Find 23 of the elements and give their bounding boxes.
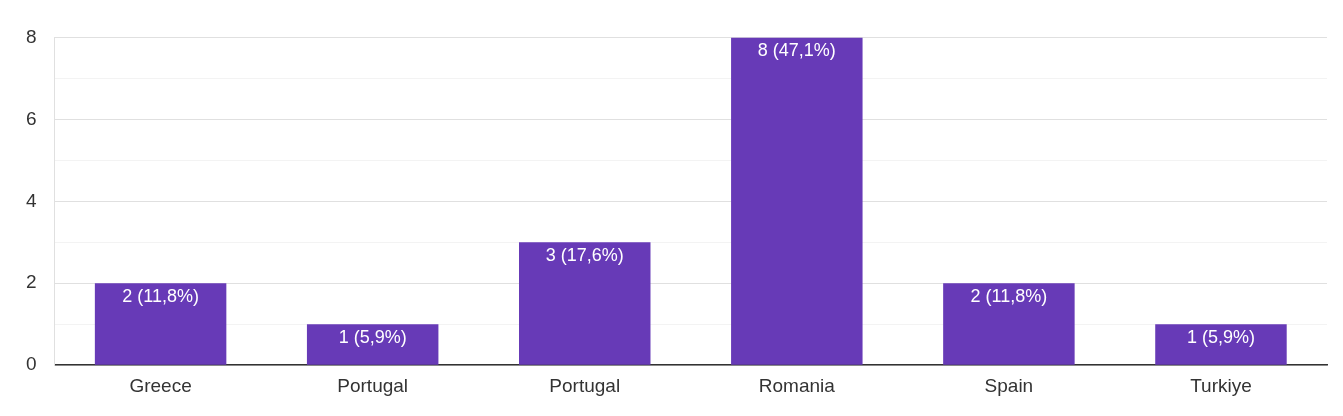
data-label: 2 (11,8%) <box>122 286 199 307</box>
x-tick-label: Portugal <box>549 374 621 396</box>
y-tick-label: 4 <box>25 189 37 211</box>
bar <box>519 242 651 365</box>
bar <box>943 283 1075 365</box>
x-tick-label: Portugal <box>337 374 409 396</box>
x-tick-label: Greece <box>129 374 192 396</box>
y-tick-label: 8 <box>25 25 37 47</box>
bar <box>731 37 863 365</box>
data-label: 8 (47,1%) <box>757 40 836 61</box>
y-tick-label: 0 <box>25 353 37 375</box>
y-tick-label: 2 <box>25 271 37 293</box>
y-tick-label: 6 <box>25 107 37 129</box>
data-label: 3 (17,6%) <box>545 245 624 266</box>
bar <box>1155 324 1287 365</box>
x-tick-label: Spain <box>984 374 1034 396</box>
data-label: 2 (11,8%) <box>970 286 1048 307</box>
data-label: 1 (5,9%) <box>338 327 407 348</box>
bar <box>94 283 227 365</box>
x-tick-label: Romania <box>758 374 836 396</box>
x-tick-label: Turkiye <box>1190 374 1252 396</box>
data-label: 1 (5,9%) <box>1186 327 1255 348</box>
bar <box>306 324 439 365</box>
